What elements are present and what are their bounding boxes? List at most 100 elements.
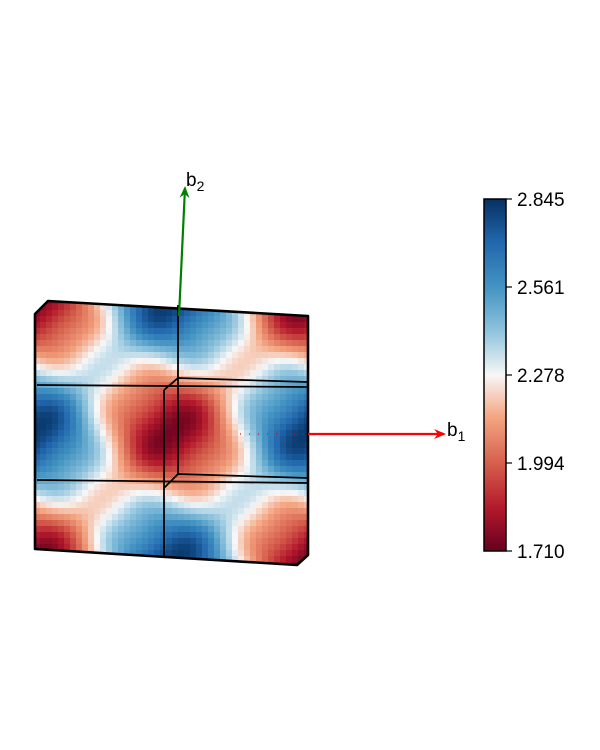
- surface-cell: [280, 412, 287, 419]
- surface-cell: [148, 508, 155, 515]
- surface-cell: [178, 310, 185, 317]
- surface-cell: [64, 388, 71, 395]
- surface-cell: [292, 424, 299, 431]
- surface-cell: [268, 478, 275, 485]
- surface-cell: [46, 448, 53, 455]
- surface-cell: [76, 496, 83, 503]
- surface-cell: [100, 430, 107, 437]
- surface-cell: [88, 532, 95, 539]
- surface-cell: [232, 328, 239, 335]
- surface-cell: [298, 418, 305, 425]
- surface-cell: [100, 400, 107, 407]
- colorbar-tick-label: 2.278: [517, 366, 565, 387]
- surface-cell: [298, 430, 305, 437]
- surface-cell: [190, 526, 197, 533]
- surface-cell: [40, 502, 47, 509]
- surface-cell: [106, 460, 113, 467]
- surface-cell: [238, 418, 245, 425]
- surface-cell: [130, 556, 137, 563]
- surface-cell: [136, 550, 143, 557]
- surface-cell: [286, 508, 293, 515]
- surface-cell: [274, 466, 281, 473]
- surface-cell: [46, 364, 53, 371]
- surface-cell: [142, 352, 149, 359]
- surface-cell: [262, 466, 269, 473]
- surface-cell: [286, 340, 293, 347]
- surface-cell: [208, 382, 215, 389]
- surface-cell: [52, 334, 59, 341]
- surface-cell: [70, 556, 77, 563]
- surface-cell: [220, 322, 227, 329]
- surface-cell: [226, 490, 233, 497]
- surface-cell: [202, 316, 209, 323]
- surface-cell: [52, 430, 59, 437]
- surface-cell: [178, 370, 185, 377]
- surface-cell: [130, 346, 137, 353]
- surface-cell: [226, 502, 233, 509]
- surface-cell: [214, 520, 221, 527]
- surface-cell: [46, 424, 53, 431]
- surface-cell: [64, 310, 71, 317]
- surface-cell: [46, 484, 53, 491]
- surface-cell: [184, 370, 191, 377]
- surface-cell: [172, 394, 179, 401]
- surface-cell: [268, 418, 275, 425]
- surface-cell: [256, 550, 263, 557]
- surface-cell: [82, 508, 89, 515]
- surface-cell: [208, 520, 215, 527]
- surface-cell: [166, 436, 173, 443]
- surface-cell: [250, 454, 257, 461]
- surface-cell: [250, 304, 257, 311]
- surface-cell: [226, 562, 233, 565]
- surface-cell: [214, 490, 221, 497]
- surface-cell: [202, 310, 209, 317]
- surface-cell: [130, 370, 137, 377]
- surface-cell: [82, 424, 89, 431]
- surface-cell: [64, 460, 71, 467]
- surface-cell: [178, 538, 185, 545]
- surface-cell: [226, 310, 233, 317]
- surface-cell: [124, 424, 131, 431]
- surface-cell: [184, 376, 191, 383]
- surface-cell: [190, 370, 197, 377]
- surface-cell: [94, 412, 101, 419]
- surface-cell: [58, 412, 65, 419]
- surface-cell: [70, 316, 77, 323]
- surface-cell: [298, 502, 305, 509]
- surface-cell: [70, 364, 77, 371]
- surface-cell: [40, 328, 47, 335]
- surface-cell: [238, 550, 245, 557]
- surface-cell: [172, 316, 179, 323]
- surface-cell: [70, 334, 77, 341]
- surface-cell: [142, 340, 149, 347]
- surface-cell: [292, 514, 299, 521]
- surface-cell: [160, 352, 167, 359]
- surface-cell: [46, 328, 53, 335]
- surface-cell: [226, 532, 233, 539]
- surface-cell: [58, 406, 65, 413]
- surface-cell: [154, 520, 161, 527]
- surface-cell: [298, 340, 305, 347]
- surface-cell: [136, 460, 143, 467]
- surface-cell: [124, 352, 131, 359]
- surface-cell: [100, 538, 107, 545]
- surface-cell: [208, 346, 215, 353]
- surface-cell: [220, 496, 227, 503]
- surface-cell: [250, 430, 257, 437]
- surface-cell: [244, 436, 251, 443]
- surface-cell: [94, 424, 101, 431]
- surface-cell: [64, 454, 71, 461]
- surface-cell: [154, 310, 161, 317]
- surface-cell: [154, 490, 161, 497]
- surface-cell: [190, 424, 197, 431]
- surface-cell: [244, 442, 251, 449]
- surface-cell: [76, 322, 83, 329]
- surface-cell: [35, 424, 41, 431]
- surface-cell: [214, 454, 221, 461]
- surface-cell: [256, 520, 263, 527]
- surface-cell: [274, 502, 281, 509]
- surface-cell: [232, 526, 239, 533]
- surface-cell: [148, 532, 155, 539]
- surface-cell: [124, 526, 131, 533]
- surface-cell: [250, 370, 257, 377]
